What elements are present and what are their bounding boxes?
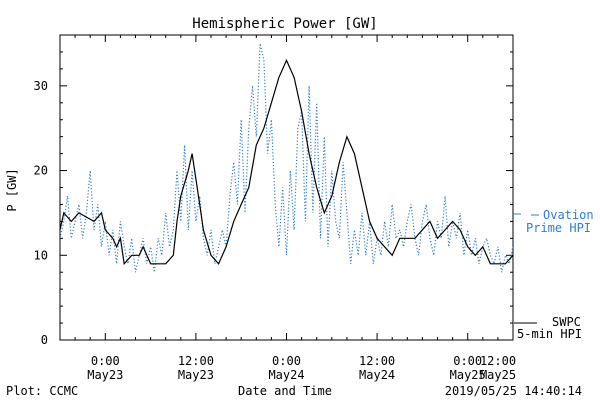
x-tick-label-time: 0:00 <box>453 354 482 368</box>
series-layer <box>60 43 513 273</box>
legend-swpc-label-2: 5-min HPI <box>517 327 582 341</box>
y-ticks: 0 10 20 30 <box>34 34 513 347</box>
x-tick-label-date: May23 <box>178 368 214 382</box>
y-axis-label: P [GW] <box>5 168 19 211</box>
y-tick-label: 30 <box>34 79 48 93</box>
y-tick-label: 20 <box>34 164 48 178</box>
x-tick-label-date: May24 <box>268 368 304 382</box>
x-tick-label-time: 0:00 <box>91 354 120 368</box>
x-tick-label-date: May25 <box>480 368 516 382</box>
x-tick-label-date: May25 <box>450 368 486 382</box>
x-ticks: 0:00May2312:00May230:00May2412:00May240:… <box>59 35 516 382</box>
legend-ovation: Ovation Prime HPI <box>513 208 594 235</box>
plot-timestamp: 2019/05/25 14:40:14 <box>445 384 582 398</box>
plot-frame <box>59 34 514 341</box>
swpc-series-line <box>60 58 513 266</box>
x-axis-label: Date and Time <box>238 384 332 398</box>
x-tick-label-date: May23 <box>87 368 123 382</box>
legend-ovation-label-1: Ovation <box>543 208 594 222</box>
legend-ovation-label-2: Prime HPI <box>526 221 591 235</box>
x-tick-label-time: 12:00 <box>480 354 516 368</box>
x-tick-label-date: May24 <box>359 368 395 382</box>
plot-credit: Plot: CCMC <box>6 384 78 398</box>
x-tick-label-time: 0:00 <box>272 354 301 368</box>
chart-title: Hemispheric Power [GW] <box>192 16 377 32</box>
y-tick-label: 0 <box>41 333 48 347</box>
x-tick-label-time: 12:00 <box>359 354 395 368</box>
x-tick-label-time: 12:00 <box>178 354 214 368</box>
legend-swpc-label-1: SWPC <box>552 315 581 329</box>
legend-swpc: SWPC 5-min HPI <box>514 315 582 341</box>
ovation-prime-series-line <box>60 43 513 273</box>
y-tick-label: 10 <box>34 248 48 262</box>
